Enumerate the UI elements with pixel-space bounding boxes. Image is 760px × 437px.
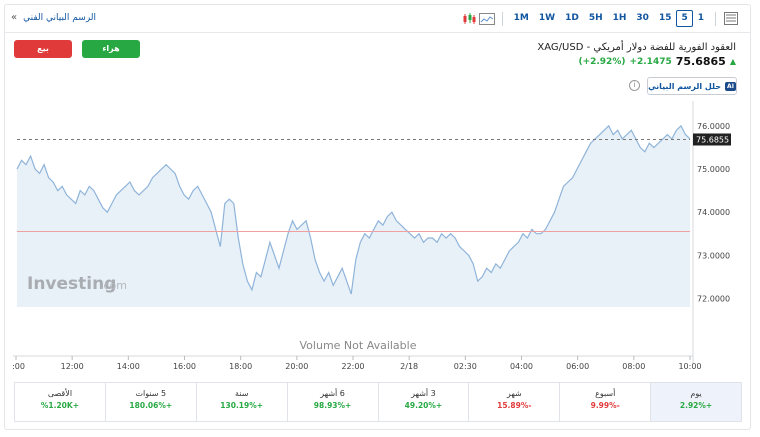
performance-period: أسبوع [595, 389, 616, 398]
ai-badge: AI [725, 81, 736, 91]
info-icon[interactable]: i [629, 80, 640, 91]
price-area [17, 125, 690, 308]
performance-cell[interactable]: الأقصى +1.20K% [15, 383, 105, 421]
performance-cell[interactable]: 6 أشهر +98.93% [286, 383, 378, 421]
x-tick-label: 22:00 [341, 362, 364, 371]
y-tick-label: 73.0000 [697, 251, 730, 260]
performance-period: 5 سنوات [135, 389, 167, 398]
price-chart[interactable]: 76.0000 75.0000 74.0000 73.0000 72.0000 75.68… [13, 101, 748, 371]
buy-button[interactable]: هراء [82, 40, 140, 58]
volume-note: Volume Not Available [300, 339, 417, 352]
candlestick-icon[interactable] [460, 11, 478, 27]
performance-cell[interactable]: شهر -15.89% [468, 383, 559, 421]
interval-1m[interactable]: 1M [513, 13, 529, 23]
divider [715, 11, 716, 26]
area-chart-icon[interactable] [478, 11, 496, 27]
performance-table: يوم +2.92% أسبوع -9.99% شهر -15.89% 3 أشهر +49.… [14, 382, 742, 422]
up-arrow-icon: ▲ [729, 57, 736, 66]
x-tick-label: 16:00 [173, 362, 196, 371]
performance-cell[interactable]: سنة +130.19% [195, 383, 287, 421]
x-tick-label: 08:00 [622, 362, 645, 371]
double-chevron-icon: « [11, 12, 18, 23]
interval-1w[interactable]: 1W [538, 13, 556, 23]
performance-cell[interactable]: يوم +2.92% [650, 383, 741, 421]
x-tick-label: 10:00 [678, 362, 701, 371]
interval-5h[interactable]: 5H [588, 13, 603, 23]
performance-period: شهر [506, 389, 522, 398]
performance-cell[interactable]: أسبوع -9.99% [559, 383, 650, 421]
interval-5[interactable]: 5 [676, 10, 693, 27]
performance-cell[interactable]: 3 أشهر +49.20% [377, 383, 469, 421]
divider [501, 11, 503, 26]
change-pct: (+2.92%) [578, 56, 626, 67]
investing-watermark: Investing [27, 274, 116, 294]
instrument-title: XAG/USD - العقود الفورية للفضة دولار أمر… [537, 42, 736, 53]
chart-svg: 76.0000 75.0000 74.0000 73.0000 72.0000 75.68… [13, 101, 731, 371]
x-tick-label: 0:00 [13, 362, 25, 371]
performance-value: +1.20K% [40, 401, 79, 410]
technical-chart-label: الرسم البياني الفني [23, 12, 97, 23]
table-view-icon[interactable] [722, 11, 740, 27]
interval-selector: 1 5 15 30 1H 5H 1D 1W 1M [460, 10, 740, 27]
interval-1[interactable]: 1 [697, 13, 704, 23]
performance-cell[interactable]: 5 سنوات +180.06% [104, 383, 196, 421]
performance-value: +180.06% [129, 401, 173, 410]
x-tick-label: 06:00 [566, 362, 589, 371]
analyze-chart-button[interactable]: حلل الرسم البياني AI [647, 77, 737, 95]
x-tick-label: 14:00 [117, 362, 140, 371]
y-tick-label: 74.0000 [697, 208, 730, 217]
performance-value: -9.99% [590, 401, 620, 410]
x-tick-label: 02:30 [454, 362, 477, 371]
last-price: 75.6865 [675, 55, 726, 68]
last-price-tag [693, 133, 731, 146]
performance-period: سنة [234, 389, 249, 398]
performance-period: 6 أشهر [320, 389, 345, 398]
performance-period: يوم [690, 389, 702, 398]
performance-value: +49.20% [404, 401, 443, 410]
y-tick-label: 75.0000 [697, 165, 730, 174]
performance-value: +130.19% [220, 401, 264, 410]
change-value: +2.1475 [629, 56, 672, 67]
interval-1d[interactable]: 1D [565, 13, 579, 23]
interval-15[interactable]: 15 [658, 13, 672, 23]
performance-value: -15.89% [497, 401, 532, 410]
performance-value: +2.92% [679, 401, 713, 410]
sell-button[interactable]: بيع [14, 40, 72, 58]
performance-value: +98.93% [313, 401, 352, 410]
investing-watermark-suffix: .com [100, 279, 127, 292]
analyze-label: حلل الرسم البياني [648, 81, 722, 91]
y-tick-label: 76.0000 [697, 122, 730, 131]
x-tick-label: 20:00 [285, 362, 308, 371]
y-tick-label: 72.0000 [697, 294, 730, 303]
technical-chart-link[interactable]: « الرسم البياني الفني [11, 12, 96, 23]
last-price-tag-label: 75.6855 [696, 135, 729, 144]
x-tick-label: 2/18 [400, 362, 418, 371]
price-line [16, 124, 691, 295]
chart-widget: « الرسم البياني الفني 1 5 15 30 1H 5H 1D 1W 1M ب… [4, 4, 751, 430]
performance-period: 3 أشهر [411, 389, 436, 398]
performance-period: الأقصى [47, 389, 73, 398]
x-tick-label: 04:00 [510, 362, 533, 371]
interval-buttons: 1 5 15 30 1H 5H 1D 1W 1M [509, 10, 709, 27]
x-tick-label: 18:00 [229, 362, 252, 371]
interval-30[interactable]: 30 [636, 13, 649, 23]
x-tick-label: 12:00 [61, 362, 84, 371]
chart-toolbar: « الرسم البياني الفني 1 5 15 30 1H 5H 1D 1W 1M [5, 5, 750, 33]
interval-1h[interactable]: 1H [612, 13, 627, 23]
price-row: (+2.92%) +2.1475 75.6865 ▲ [578, 55, 736, 68]
